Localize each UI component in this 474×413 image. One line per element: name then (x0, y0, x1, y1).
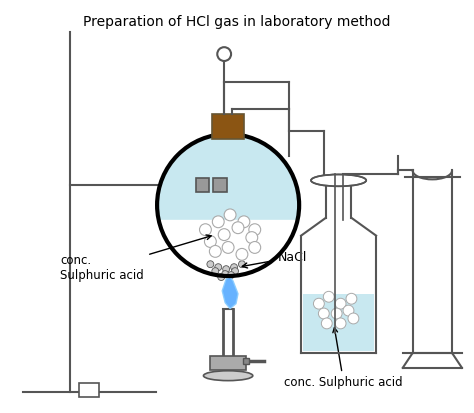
Circle shape (249, 224, 261, 235)
Circle shape (246, 232, 258, 244)
Text: conc. Sulphuric acid: conc. Sulphuric acid (284, 328, 403, 389)
Circle shape (212, 268, 219, 275)
Text: Preparation of HCl gas in laboratory method: Preparation of HCl gas in laboratory met… (83, 14, 391, 28)
Circle shape (232, 268, 238, 275)
Bar (303, 294, 374, 351)
Polygon shape (222, 277, 238, 309)
Circle shape (238, 261, 246, 268)
Circle shape (335, 318, 346, 329)
Circle shape (222, 242, 234, 253)
Circle shape (218, 229, 230, 240)
Ellipse shape (203, 371, 253, 381)
Circle shape (346, 293, 357, 304)
Circle shape (223, 266, 229, 273)
Circle shape (313, 298, 324, 309)
Bar (210, 356, 246, 370)
Text: conc.
Sulphuric acid: conc. Sulphuric acid (60, 235, 211, 282)
Circle shape (236, 249, 248, 260)
Ellipse shape (311, 174, 366, 186)
Circle shape (210, 245, 221, 257)
Circle shape (319, 308, 329, 319)
Bar (213, 178, 227, 192)
Circle shape (348, 313, 359, 324)
Circle shape (200, 224, 211, 235)
Circle shape (224, 209, 236, 221)
Circle shape (222, 271, 228, 278)
Circle shape (212, 216, 224, 228)
Bar (212, 114, 244, 139)
Circle shape (204, 235, 216, 247)
Bar (79, 382, 99, 397)
Circle shape (230, 264, 237, 271)
Bar (196, 178, 210, 192)
Circle shape (215, 264, 222, 271)
Circle shape (207, 261, 214, 268)
Circle shape (228, 272, 235, 278)
Circle shape (217, 47, 231, 61)
Circle shape (343, 305, 354, 316)
Circle shape (218, 273, 225, 280)
Bar (243, 358, 249, 364)
Circle shape (331, 308, 342, 319)
Polygon shape (157, 134, 299, 220)
Circle shape (249, 242, 261, 253)
Circle shape (238, 216, 250, 228)
Circle shape (232, 222, 244, 234)
Circle shape (323, 291, 334, 302)
Circle shape (335, 298, 346, 309)
Text: NaCl: NaCl (242, 251, 307, 268)
Circle shape (321, 318, 332, 329)
